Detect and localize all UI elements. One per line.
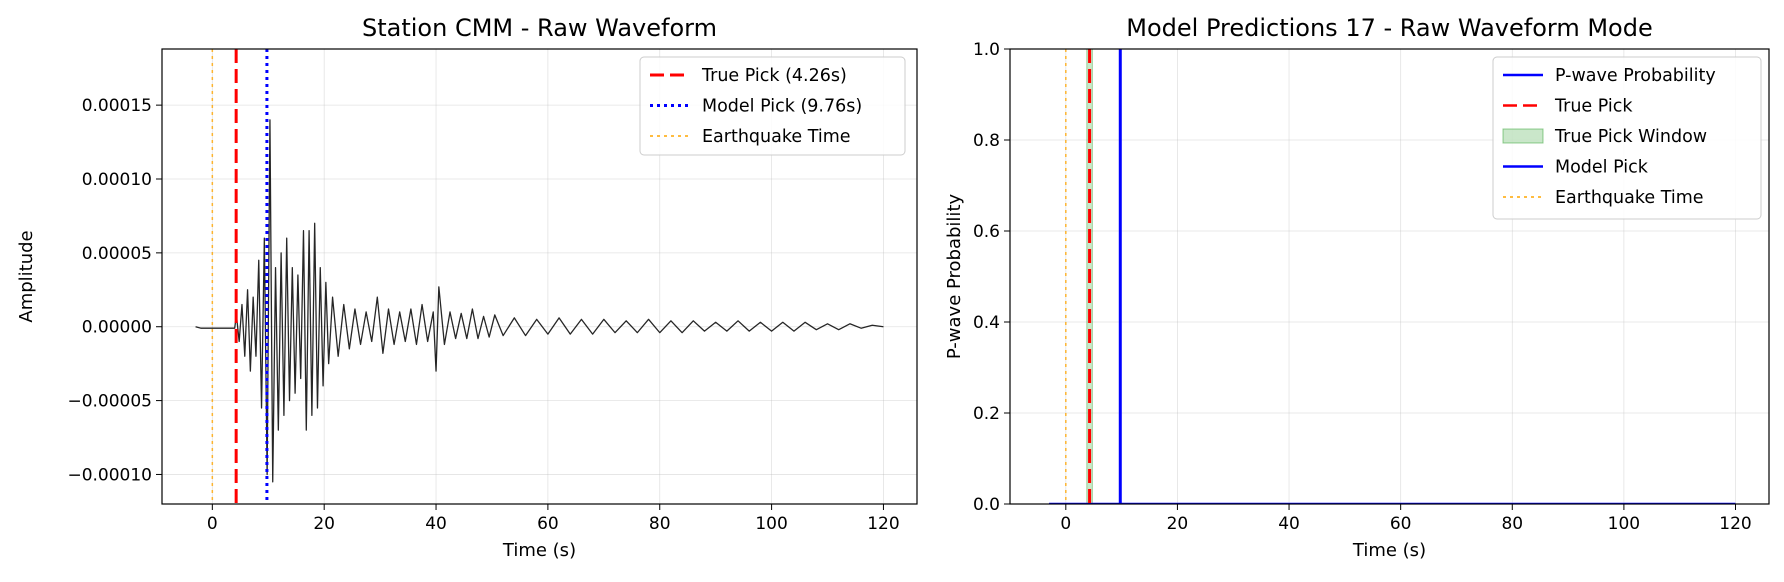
y-tick-label: 0.6 bbox=[973, 222, 1000, 242]
plot-area bbox=[1049, 49, 1736, 504]
x-tick-label: 20 bbox=[313, 514, 335, 534]
x-tick-label: 0 bbox=[1060, 514, 1071, 534]
legend-box bbox=[639, 56, 906, 156]
x-axis-label: Time (s) bbox=[1352, 540, 1426, 561]
y-tick-label: −0.00005 bbox=[67, 392, 152, 412]
x-tick-label: 40 bbox=[425, 514, 447, 534]
x-tick-label: 120 bbox=[1719, 514, 1751, 534]
legend: P-wave Probability True Pick True Pick Win… bbox=[1492, 56, 1762, 220]
y-tick-label: −0.00010 bbox=[67, 465, 152, 485]
legend-label-true-pick-4-26s: True Pick (4.26s) bbox=[701, 66, 847, 86]
x-tick-label: 80 bbox=[649, 514, 671, 534]
x-tick-label: 100 bbox=[755, 514, 787, 534]
y-tick-label: 0.00015 bbox=[82, 96, 152, 116]
axes-frame bbox=[1009, 48, 1770, 505]
legend-label-model-pick-9-76s: Model Pick (9.76s) bbox=[702, 97, 862, 117]
plot-area bbox=[195, 49, 884, 504]
x-axis-label: Time (s) bbox=[502, 540, 576, 561]
y-tick-label: 1.0 bbox=[973, 40, 1000, 60]
x-tick-label: 40 bbox=[1278, 514, 1300, 534]
y-tick-label: 0.4 bbox=[973, 313, 1000, 333]
y-tick-label: 0.00000 bbox=[82, 318, 152, 338]
y-tick-label: 0.00010 bbox=[82, 170, 152, 190]
y-tick-label: 0.00005 bbox=[82, 244, 152, 264]
legend: True Pick (4.26s) Model Pick (9.76s) Earth… bbox=[639, 56, 906, 156]
prediction-chart: 0 20 40 60 80 100 120 0.0 0.2 0.4 0.6 0.8 1.0 Model P… bbox=[944, 14, 1770, 561]
y-tick-label: 0.8 bbox=[973, 131, 1000, 151]
legend-label-true-pick: True Pick bbox=[1554, 97, 1633, 117]
y-tick-label: 0.0 bbox=[973, 495, 1000, 515]
legend-label-p-wave-probability: P-wave Probability bbox=[1555, 66, 1716, 86]
legend-box bbox=[1492, 56, 1762, 220]
y-axis-label: Amplitude bbox=[16, 230, 37, 322]
x-tick-label: 20 bbox=[1167, 514, 1189, 534]
chart-title: Model Predictions 17 - Raw Waveform Mode bbox=[1126, 14, 1652, 42]
chart-title: Station CMM - Raw Waveform bbox=[362, 14, 717, 42]
legend-swatch-true-pick-window bbox=[1502, 128, 1544, 144]
x-tick-label: 80 bbox=[1501, 514, 1523, 534]
waveform-line bbox=[195, 119, 884, 483]
waveform-chart: 0 20 40 60 80 100 120 −0.00010 −0.00005 0.00000 0.… bbox=[16, 14, 918, 561]
axes-frame bbox=[161, 48, 918, 505]
legend-label-earthquake-time: Earthquake Time bbox=[702, 127, 851, 147]
x-tick-label: 120 bbox=[867, 514, 899, 534]
legend-label-earthquake-time: Earthquake Time bbox=[1555, 188, 1704, 208]
y-axis-label: P-wave Probability bbox=[944, 194, 965, 360]
legend-label-true-pick-window: True Pick Window bbox=[1554, 127, 1707, 147]
y-tick-label: 0.2 bbox=[973, 404, 1000, 424]
x-tick-label: 100 bbox=[1608, 514, 1640, 534]
x-tick-label: 60 bbox=[1390, 514, 1412, 534]
x-tick-label: 0 bbox=[207, 514, 218, 534]
legend-label-model-pick: Model Pick bbox=[1555, 158, 1649, 178]
x-tick-label: 60 bbox=[537, 514, 559, 534]
